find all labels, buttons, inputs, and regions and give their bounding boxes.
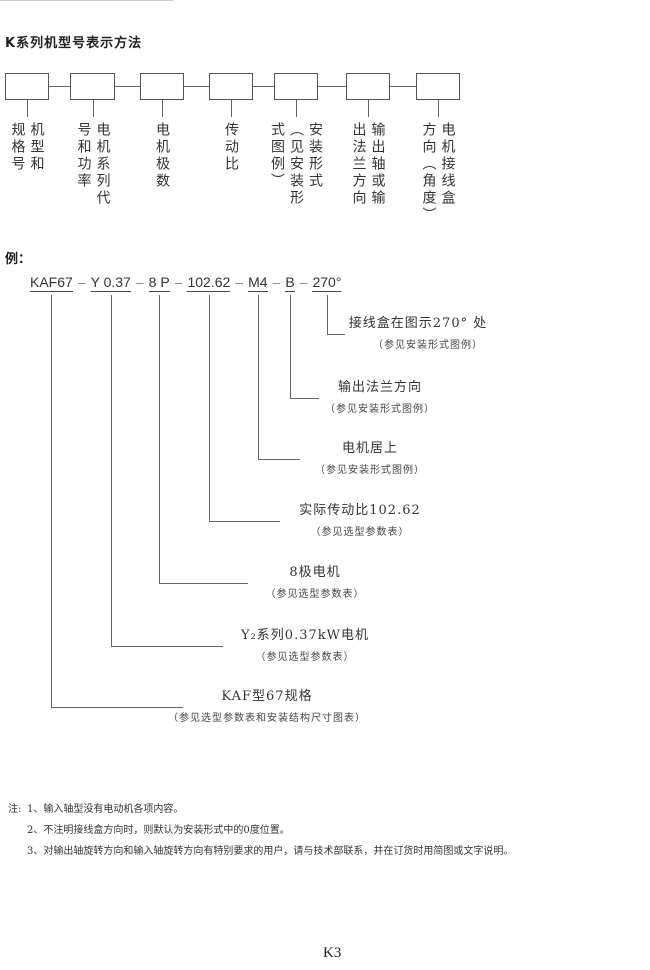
leader-line-vertical — [209, 295, 210, 521]
annotation-title: Y₂系列0.37kW电机 — [241, 628, 369, 643]
notes-label: 注: — [8, 804, 22, 815]
annotation-reference: （参见安装形式图例） — [325, 404, 435, 415]
example-segment: 102.62 — [187, 274, 231, 292]
scheme-label: 机型和 规格号 — [10, 122, 45, 173]
leader-line-horizontal — [327, 334, 345, 335]
annotation-reference: （参见选型参数表） — [255, 652, 355, 663]
scheme-label-column: 号和功率 — [75, 122, 92, 190]
annotation-title: 电机居上 — [341, 441, 399, 456]
scheme-stem — [93, 100, 94, 117]
example-separator: – — [299, 274, 308, 290]
leader-line-vertical — [290, 295, 291, 398]
scheme-label-column: （见安装形 — [288, 122, 304, 207]
scheme-label: 输出轴或输 出法兰方向 — [351, 122, 386, 207]
note-item: 2、不注明接线盒方向时，则默认为安装形式中的0度位置。 — [27, 825, 290, 836]
example-separator: – — [235, 274, 244, 290]
leader-line-vertical — [159, 295, 160, 583]
scheme-label-column: 传动比 — [223, 122, 239, 173]
scheme-label-column: 方向（角度） — [420, 122, 437, 224]
annotation-reference: （参见选型参数表） — [265, 589, 365, 600]
example-segment: M4 — [248, 274, 268, 292]
leader-line-horizontal — [290, 398, 319, 399]
annotation-title: 输出法兰方向 — [337, 380, 423, 395]
leader-line-vertical — [327, 295, 328, 334]
example-segment: Y 0.37 — [90, 274, 131, 292]
example-separator: – — [77, 274, 86, 290]
example-code: KAF67– Y 0.37–8 P –102.62– M4– B –270° — [30, 274, 342, 292]
scheme-stem — [27, 100, 28, 117]
scheme-label-column: 电机接线盒 — [439, 122, 456, 207]
scheme-label-column: 出法兰方向 — [350, 122, 367, 207]
example-segment: 270° — [312, 274, 342, 292]
scheme-label: 传动比 — [223, 122, 239, 173]
annotation-reference: （参见选型参数表和安装结构尺寸图表） — [168, 713, 366, 724]
annotation-reference: （参见选型参数表） — [310, 527, 410, 538]
scheme-box — [274, 73, 318, 100]
scheme-box — [140, 73, 184, 100]
leader-line-vertical — [111, 295, 112, 646]
leader-line-vertical — [258, 295, 259, 459]
annotation-title: 接线盒在图示270° 处 — [348, 316, 488, 331]
annotation-reference: （参见安装形式图例） — [315, 465, 425, 476]
leader-line-horizontal — [258, 459, 300, 460]
scheme-stem — [231, 100, 232, 117]
example-segment: 8 P — [148, 274, 170, 292]
scheme-label: 电机系列代 号和功率 — [76, 122, 111, 207]
note-item: 3、对输出轴旋转方向和输入轴旋转方向有特别要求的用户，请与技术部联系，并在订货时… — [27, 846, 514, 857]
scheme-box — [70, 73, 115, 100]
example-segment: KAF67 — [30, 274, 73, 292]
scheme-label-column: 安装形式 — [307, 122, 323, 190]
page-number: K3 — [323, 945, 342, 961]
top-rule — [0, 0, 173, 1]
scheme-label-column: 电机极数 — [154, 122, 170, 190]
section-title: K系列机型号表示方法 — [5, 36, 143, 51]
leader-line-horizontal — [111, 646, 223, 647]
scheme-label-column: 规格号 — [9, 122, 26, 173]
scheme-label-column: 机型和 — [28, 122, 45, 173]
scheme-stem — [438, 100, 439, 117]
scheme-label: 电机接线盒 方向（角度） — [421, 122, 456, 224]
example-segment: B — [285, 274, 295, 292]
annotation-title: 实际传动比102.62 — [299, 503, 421, 518]
scheme-label-column: 输出轴或输 — [369, 122, 386, 207]
scheme-stem — [368, 100, 369, 117]
scheme-box — [416, 73, 460, 100]
scheme-box — [346, 73, 390, 100]
note-item: 1、输入轴型没有电动机各项内容。 — [27, 804, 184, 815]
example-separator: – — [135, 274, 144, 290]
scheme-label-column: 电机系列代 — [94, 122, 111, 207]
leader-line-vertical — [51, 295, 52, 707]
example-separator: – — [272, 274, 281, 290]
annotation-reference: （参见安装形式图例） — [373, 340, 483, 351]
example-separator: – — [174, 274, 183, 290]
annotation-title: 8极电机 — [289, 565, 341, 580]
leader-line-horizontal — [51, 707, 183, 708]
scheme-label-column: 式图例） — [269, 122, 285, 190]
example-label: 例： — [5, 252, 32, 267]
scheme-stem — [296, 100, 297, 117]
scheme-box — [5, 73, 49, 100]
leader-line-horizontal — [209, 521, 280, 522]
annotation-title: KAF型67规格 — [221, 689, 313, 704]
scheme-stem — [162, 100, 163, 117]
scheme-label: 电机极数 — [154, 122, 170, 190]
leader-line-horizontal — [159, 583, 248, 584]
scheme-box — [209, 73, 253, 100]
scheme-label: 安装形式 （见安装形 式图例） — [269, 122, 323, 207]
